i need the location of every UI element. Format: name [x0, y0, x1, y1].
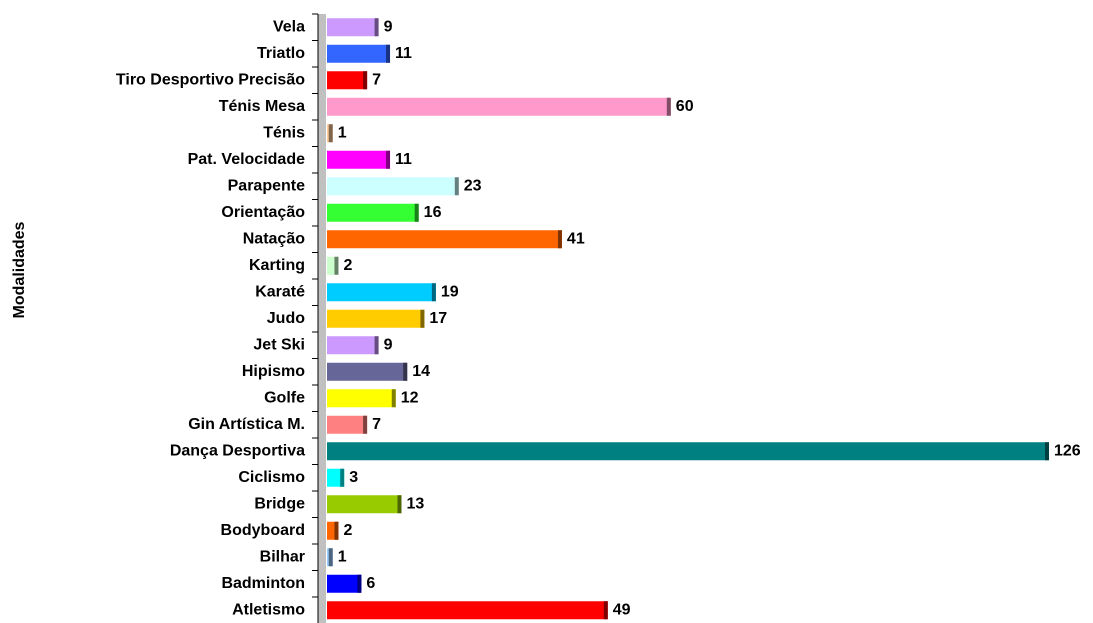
- bar: [327, 574, 362, 593]
- bar: [327, 71, 368, 90]
- bar-edge: [363, 415, 368, 434]
- value-label: 9: [384, 336, 393, 353]
- y-tick-label: Atletismo: [232, 601, 305, 618]
- bar: [327, 97, 671, 116]
- bar: [327, 230, 562, 249]
- y-tick-label: Judo: [267, 310, 305, 327]
- bar: [327, 362, 408, 381]
- bar: [327, 389, 396, 408]
- value-label: 3: [349, 469, 358, 486]
- y-tick-label: Bodyboard: [221, 522, 305, 539]
- y-tick-label: Karaté: [255, 283, 305, 300]
- value-label: 1: [338, 124, 347, 141]
- value-label: 13: [406, 495, 424, 512]
- value-label: 19: [441, 283, 459, 300]
- value-label: 9: [384, 18, 393, 35]
- y-tick-label: Triatlo: [257, 45, 305, 62]
- bar: [327, 495, 402, 514]
- value-label: 11: [395, 151, 412, 168]
- value-label: 23: [464, 177, 482, 194]
- bar-edge: [328, 124, 333, 143]
- value-label: 60: [676, 98, 694, 115]
- bar-edge: [334, 256, 339, 275]
- value-label: 49: [613, 601, 631, 618]
- bar-edge: [391, 389, 396, 408]
- y-tick-label: Parapente: [228, 177, 305, 194]
- bar: [327, 468, 345, 487]
- bar: [327, 44, 391, 63]
- bar-edge: [386, 150, 391, 169]
- y-tick-label: Ténis Mesa: [219, 98, 305, 115]
- value-label: 14: [412, 363, 430, 380]
- y-tick-label: Tiro Desportivo Precisão: [116, 71, 305, 88]
- y-tick-label: Badminton: [221, 575, 305, 592]
- value-label: 11: [395, 45, 412, 62]
- bar: [327, 336, 379, 355]
- value-label: 12: [401, 389, 419, 406]
- y-tick-label: Hipismo: [242, 363, 305, 380]
- axis-wall: [318, 14, 326, 623]
- y-tick-label: Bridge: [254, 495, 305, 512]
- bar: [327, 283, 436, 302]
- bar-edge: [334, 521, 339, 540]
- bar-edge: [397, 495, 402, 514]
- y-tick-label: Pat. Velocidade: [188, 151, 305, 168]
- bar-edge: [374, 18, 379, 37]
- value-label: 7: [372, 71, 381, 88]
- y-tick-label: Gin Artística M.: [188, 416, 305, 433]
- bar-edge: [666, 97, 671, 116]
- value-label: 1: [338, 548, 347, 565]
- bar: [327, 18, 379, 37]
- value-label: 17: [429, 310, 447, 327]
- y-tick-label: Golfe: [264, 389, 305, 406]
- y-tick-label: Natação: [243, 230, 305, 247]
- bar-edge: [603, 601, 608, 620]
- bar-edge: [454, 177, 459, 196]
- bar-edge: [357, 574, 362, 593]
- value-label: 41: [567, 230, 585, 247]
- value-label: 6: [366, 575, 375, 592]
- bar: [327, 415, 368, 434]
- bar-edge: [1045, 442, 1049, 461]
- bar-edge: [328, 548, 333, 567]
- bar: [327, 601, 608, 620]
- bar-edge: [431, 283, 436, 302]
- value-label: 126: [1054, 442, 1081, 459]
- bar-edge: [363, 71, 368, 90]
- bar-edge: [420, 309, 425, 328]
- value-label: 7: [372, 416, 381, 433]
- bar-edge: [340, 468, 345, 487]
- bar-edge: [414, 203, 419, 222]
- value-label: 2: [343, 522, 352, 539]
- y-tick-label: Jet Ski: [253, 336, 305, 353]
- y-tick-label: Vela: [273, 18, 305, 35]
- y-tick-label: Dança Desportiva: [170, 442, 305, 459]
- bar: [327, 521, 339, 540]
- y-tick-label: Ciclismo: [238, 469, 305, 486]
- bar: [327, 309, 425, 328]
- y-axis-label: Modalidades: [11, 221, 28, 318]
- bar: [327, 442, 1049, 461]
- y-tick-label: Karting: [249, 257, 305, 274]
- bar-edge: [374, 336, 379, 355]
- bar-edge: [386, 44, 391, 63]
- bar: [327, 150, 391, 169]
- y-tick-label: Orientação: [221, 204, 305, 221]
- y-tick-label: Ténis: [263, 124, 305, 141]
- bar: [327, 177, 459, 196]
- y-tick-label: Bilhar: [260, 548, 305, 565]
- bar-edge: [557, 230, 562, 249]
- bar: [327, 203, 419, 222]
- value-label: 2: [343, 257, 352, 274]
- bar: [327, 256, 339, 275]
- value-label: 16: [424, 204, 442, 221]
- bar-edge: [403, 362, 408, 381]
